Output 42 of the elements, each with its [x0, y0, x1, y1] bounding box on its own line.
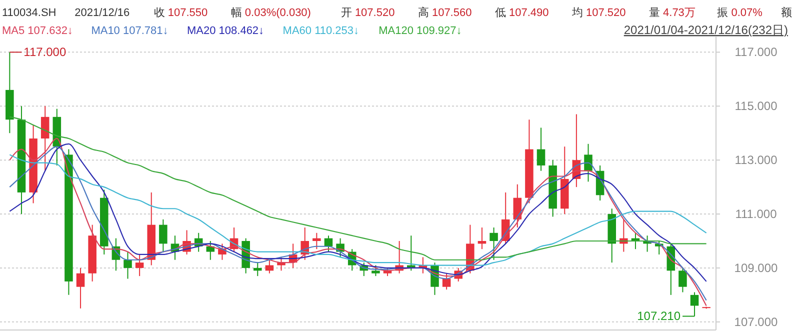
- candlestick: [159, 218, 168, 252]
- candlestick: [277, 256, 286, 272]
- text: MA5 107.632↓: [2, 25, 73, 37]
- y-tick-label: 109.000: [734, 260, 778, 275]
- chart-subtitle: 2021/01/04-2021/12/16(232日): [624, 23, 788, 37]
- y-tick-label: 111.000: [735, 207, 778, 222]
- y-tick-label: 115.000: [734, 99, 778, 114]
- candlestick: [372, 264, 380, 277]
- candlestick: [135, 254, 144, 277]
- candlestick: [312, 232, 321, 250]
- candlestick: [76, 267, 85, 309]
- candlestick: [40, 106, 50, 172]
- candlestick: [124, 251, 132, 280]
- text: 均 107.520: [570, 7, 626, 19]
- candlestick: [442, 272, 451, 290]
- candlestick: [678, 267, 687, 293]
- annotation: 117.000: [24, 45, 66, 60]
- chart-title: 110034.SH: [2, 7, 56, 19]
- candlestick: [536, 127, 546, 172]
- text: MA10 107.781↓: [91, 25, 168, 37]
- y-tick-label: 117.000: [734, 45, 778, 60]
- candlestick: [254, 262, 262, 277]
- y-tick-label: 113.000: [734, 153, 778, 168]
- text: 振 0.07%: [717, 7, 763, 19]
- text: MA120 109.927↓: [378, 25, 462, 37]
- candlestick: [584, 143, 592, 182]
- candlestick: [478, 227, 486, 250]
- text: MA60 110.253↓: [282, 25, 360, 37]
- text: 高 107.560: [418, 6, 472, 19]
- candlestick: [490, 227, 498, 260]
- text: 收 107.550: [154, 7, 208, 19]
- text: 额: [781, 6, 792, 19]
- text: 量 4.73万: [648, 7, 696, 19]
- candlestick: [324, 235, 333, 252]
- text: 低 107.490: [494, 7, 549, 19]
- annotation: 107.210: [637, 309, 681, 324]
- text: MA20 108.462↓: [187, 25, 264, 37]
- text: 2021/12/16: [74, 7, 130, 19]
- text: 开 107.520: [340, 7, 395, 19]
- y-tick-label: 107.000: [734, 314, 778, 329]
- text: 幅 0.03%(0.030): [230, 7, 311, 19]
- candlestick: [265, 259, 274, 274]
